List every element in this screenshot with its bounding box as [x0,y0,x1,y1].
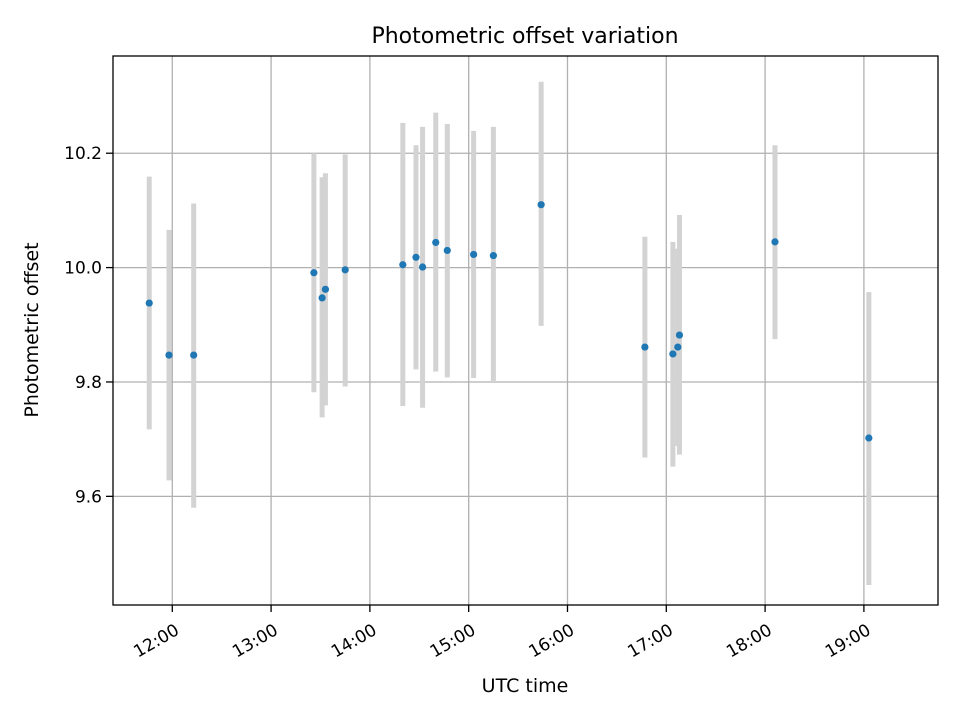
y-tick-label: 10.2 [64,144,102,164]
data-point [489,251,497,260]
x-tick-label: 12:00 [130,620,182,662]
data-point [341,266,349,274]
grid-lines [113,56,938,605]
x-tick-label: 15:00 [427,620,479,662]
data-point [310,269,318,277]
x-tick-label: 13:00 [229,620,281,662]
x-tick-label: 16:00 [526,620,578,662]
y-tick-label: 9.8 [75,373,102,393]
data-point [432,238,440,247]
data-point [165,351,173,359]
x-axis-label: UTC time [482,675,569,697]
y-tick-label: 9.6 [75,487,102,507]
data-point [399,261,407,269]
y-axis-ticks: 9.6 9.8 10.0 10.2 [64,144,113,507]
data-point [675,331,684,339]
data-point [318,294,326,302]
data-point [537,201,545,209]
x-tick-label: 18:00 [723,620,775,662]
data-point [641,343,649,351]
data-point [865,434,873,442]
data-point [321,285,330,293]
chart-title: Photometric offset variation [371,24,678,49]
x-tick-label: 14:00 [328,620,380,662]
data-point [190,351,198,359]
data-points [145,201,873,442]
data-point [771,238,779,246]
error-bars [146,81,872,585]
data-point [674,343,682,351]
plot-area-frame [112,55,939,606]
y-axis-label: Photometric offset [21,242,43,417]
data-point [470,250,478,259]
data-point [443,246,451,255]
x-axis-ticks: 12:00 13:00 14:00 15:00 16:00 17:00 18:00 19:00 [130,605,874,662]
data-point [412,253,420,261]
data-point [669,350,677,358]
x-tick-label: 17:00 [624,620,676,662]
x-tick-label: 19:00 [822,620,874,662]
y-tick-label: 10.0 [64,259,102,279]
data-point [418,263,427,271]
data-point [145,299,153,307]
